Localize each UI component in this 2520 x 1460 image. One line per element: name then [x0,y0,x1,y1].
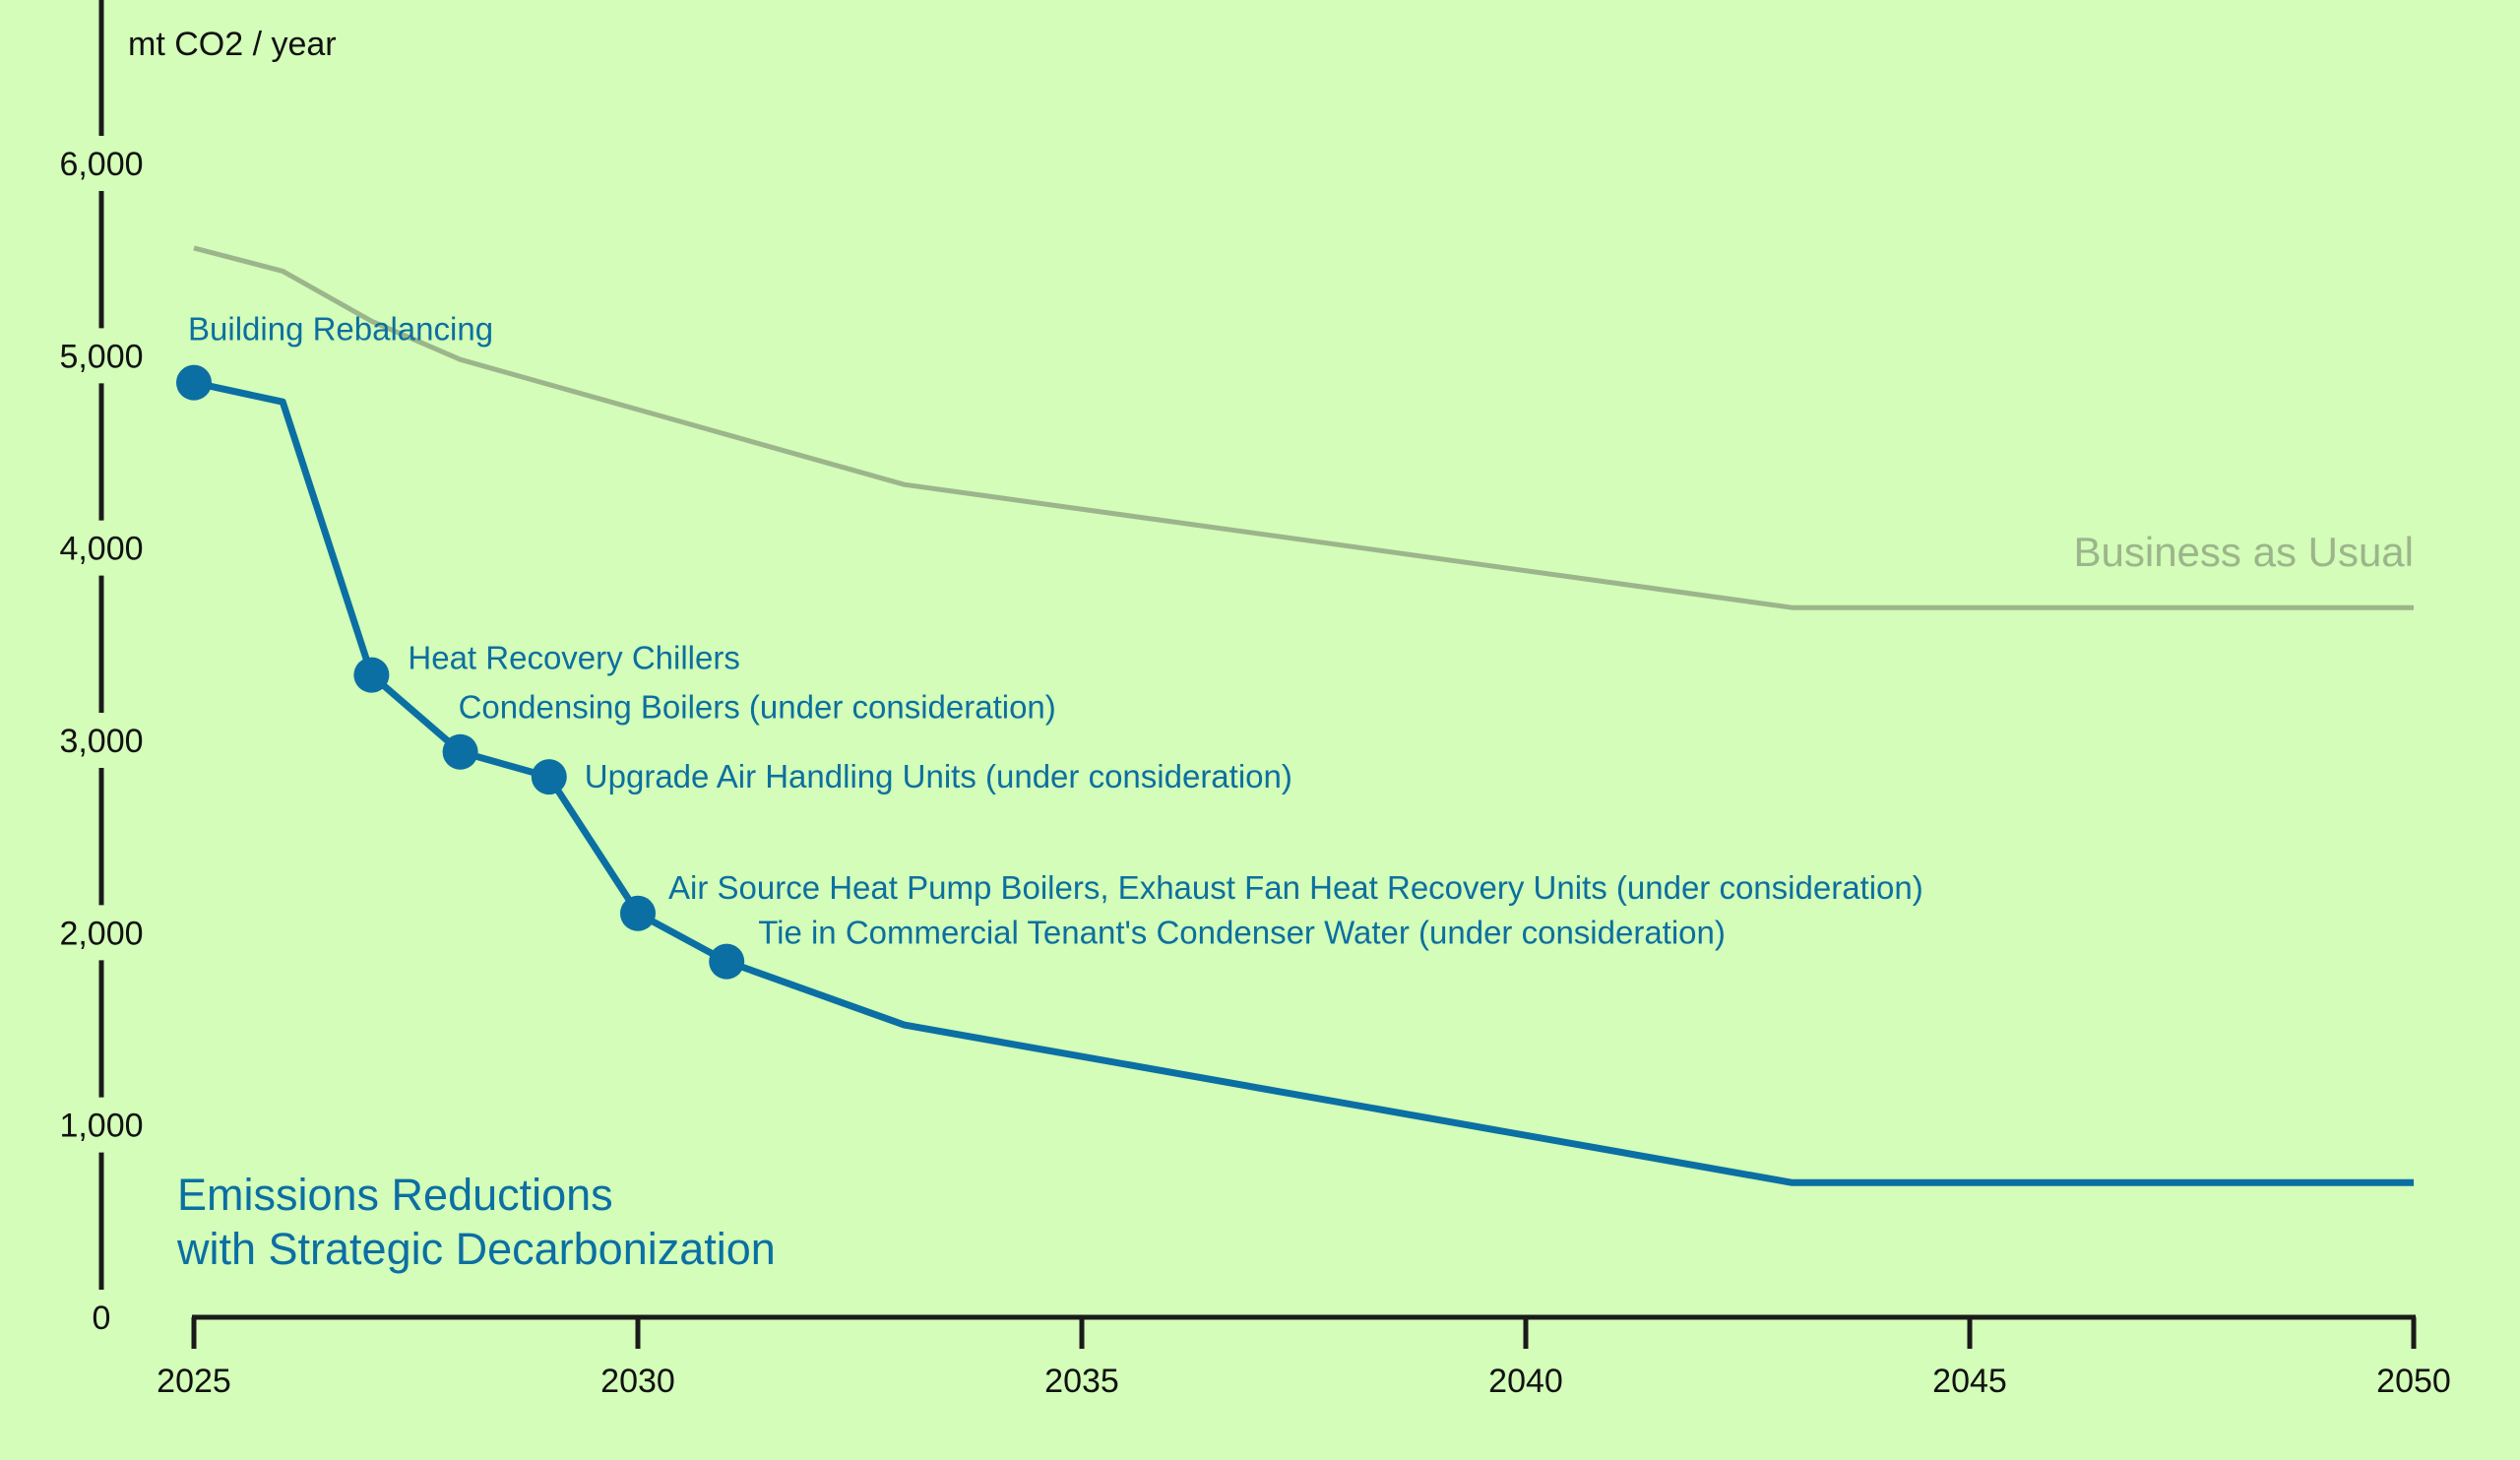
y-tick-label: 6,000 [59,146,143,183]
y-axis-unit-label: mt CO2 / year [128,26,337,63]
y-tick-label: 3,000 [59,723,143,760]
axes-layer: mt CO2 / year 0 1,000 2,000 3,000 4,000 5,000… [59,0,2451,1400]
strategic-series-line [193,379,2414,1186]
milestone-label: Upgrade Air Handling Units (under consid… [585,758,1292,794]
y-tick-label: 0 [93,1300,111,1337]
milestone-marker [531,759,567,795]
milestone-label: Air Source Heat Pump Boilers, Exhaust Fa… [668,869,1923,906]
bau-series-line [193,245,2414,610]
milestone-marker [709,943,745,980]
series-layer [193,245,2414,1186]
x-tick-label: 2040 [1488,1363,1563,1400]
x-tick-label: 2030 [600,1363,675,1400]
strategic-series-label-line: Emissions Reductions [177,1170,613,1220]
milestone-marker [620,895,656,931]
milestone-label: Condensing Boilers (under consideration) [459,689,1056,726]
bau-series-label: Business as Usual [2074,529,2415,575]
milestone-marker [442,733,478,770]
y-tick-label: 1,000 [59,1108,143,1145]
y-tick-label: 4,000 [59,531,143,568]
milestone-label: Tie in Commercial Tenant's Condenser Wat… [758,915,1726,951]
x-tick-label: 2050 [2376,1363,2451,1400]
milestone-label: Heat Recovery Chillers [408,640,739,676]
milestone-marker [176,364,212,401]
x-tick-label: 2045 [1932,1363,2007,1400]
strategic-series-label-line: with Strategic Decarbonization [176,1224,776,1274]
marks-layer [176,364,745,980]
x-tick-label: 2035 [1044,1363,1119,1400]
y-tick-label: 2,000 [59,915,143,952]
y-tick-label: 5,000 [59,338,143,375]
strategic-series-label: Emissions Reductions with Strategic Decar… [176,1170,776,1274]
x-tick-label: 2025 [157,1363,231,1400]
labels-layer: Building Rebalancing Heat Recovery Chille… [176,311,2414,1274]
milestone-label: Building Rebalancing [188,311,493,348]
milestone-marker [353,657,390,693]
